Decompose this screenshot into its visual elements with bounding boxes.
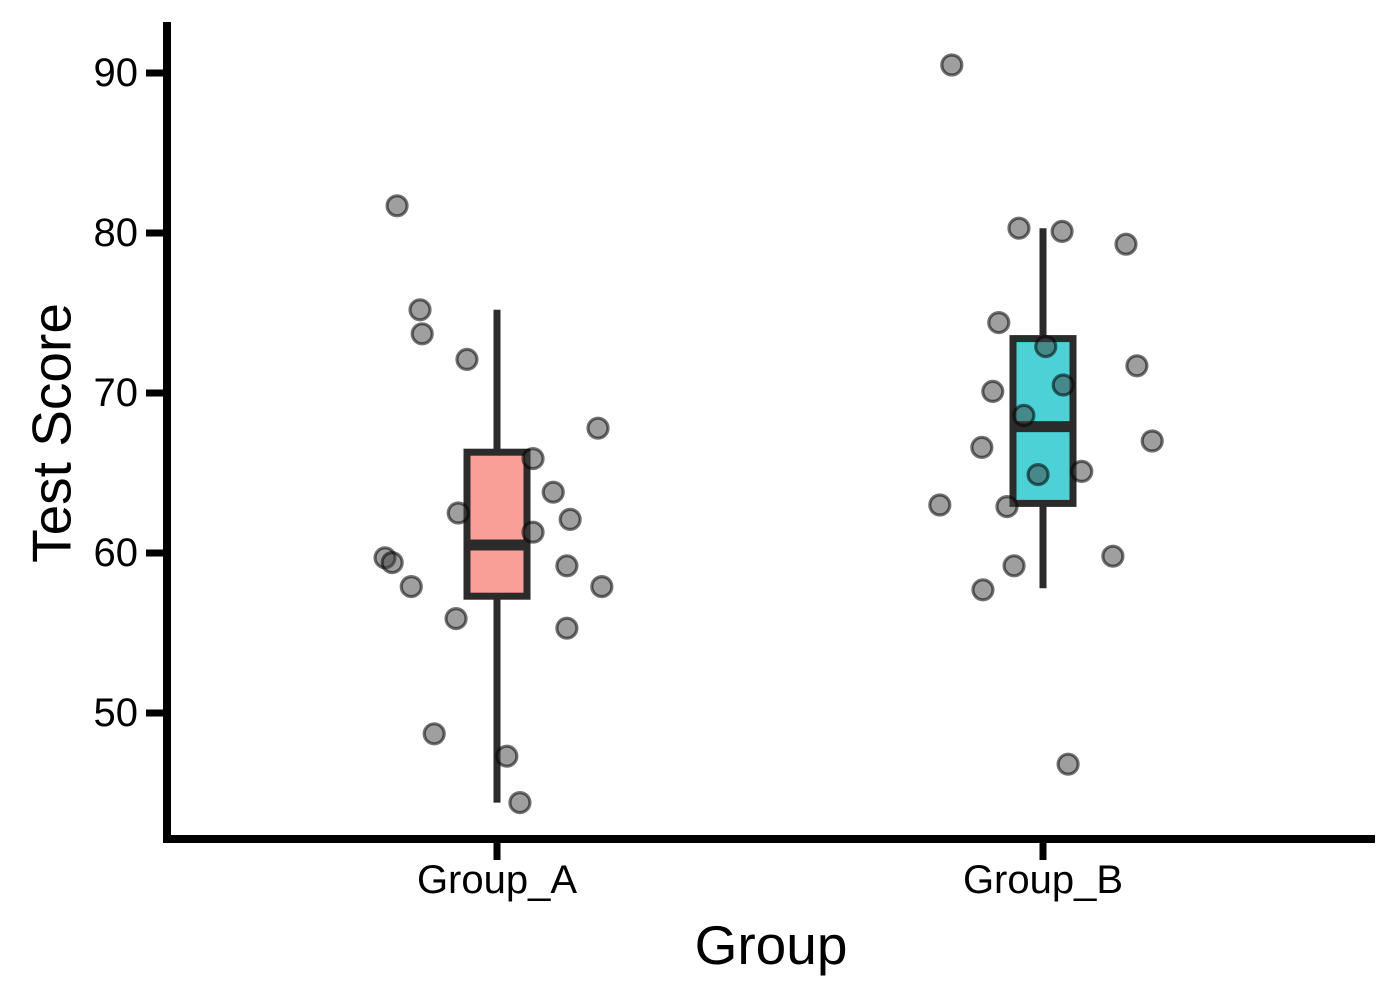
- data-point-group_b: [1140, 429, 1164, 453]
- data-point-group_b: [928, 493, 952, 517]
- data-point-group_a: [408, 298, 432, 322]
- data-point-group_a: [555, 554, 579, 578]
- data-point-group_b: [1026, 463, 1050, 487]
- data-point-group_b: [940, 53, 964, 77]
- data-point-group_b: [1056, 752, 1080, 776]
- data-point-group_b: [971, 578, 995, 602]
- data-point-group_a: [455, 347, 479, 371]
- data-point-group_b: [1034, 335, 1058, 359]
- data-point-group_a: [541, 480, 565, 504]
- data-point-group_a: [508, 790, 532, 815]
- data-point-group_a: [380, 550, 404, 575]
- data-point-group_a: [385, 194, 409, 218]
- data-point-group_a: [521, 447, 545, 471]
- x-tick-label-group_a: Group_A: [417, 858, 577, 902]
- data-point-group_b: [995, 495, 1019, 519]
- data-point-group_b: [1050, 219, 1074, 243]
- x-tick-label-group_b: Group_B: [963, 858, 1123, 902]
- data-point-group_b: [1125, 354, 1149, 378]
- data-point-group_a: [446, 501, 470, 525]
- box-group_a: [463, 448, 531, 600]
- data-point-group_a: [399, 574, 423, 599]
- data-point-group_b: [987, 311, 1011, 335]
- data-point-group_a: [558, 507, 582, 532]
- data-point-group_b: [981, 379, 1005, 403]
- data-point-group_b: [1070, 459, 1094, 483]
- y-axis-title: Test Score: [20, 303, 83, 563]
- data-point-group_a: [590, 574, 614, 599]
- data-point-group_a: [410, 322, 434, 346]
- y-tick-label: 90: [94, 51, 139, 95]
- x-axis-title: Group: [694, 914, 848, 976]
- data-point-group_a: [521, 520, 545, 544]
- data-point-group_b: [1007, 216, 1031, 240]
- data-point-group_b: [1002, 554, 1026, 578]
- y-tick-label: 80: [94, 211, 139, 255]
- y-tick-label: 70: [94, 371, 139, 415]
- y-tick-label: 50: [94, 691, 139, 735]
- data-point-group_a: [422, 722, 446, 746]
- y-tick-label: 60: [94, 531, 139, 575]
- data-point-group_b: [1114, 232, 1138, 256]
- data-point-group_a: [555, 616, 579, 640]
- data-point-group_b: [970, 435, 994, 459]
- data-point-group_b: [1101, 544, 1125, 568]
- data-point-group_a: [495, 744, 519, 768]
- data-point-group_b: [1012, 403, 1036, 427]
- data-point-group_b: [1051, 373, 1075, 397]
- data-point-group_a: [444, 606, 468, 631]
- data-point-group_a: [586, 416, 610, 440]
